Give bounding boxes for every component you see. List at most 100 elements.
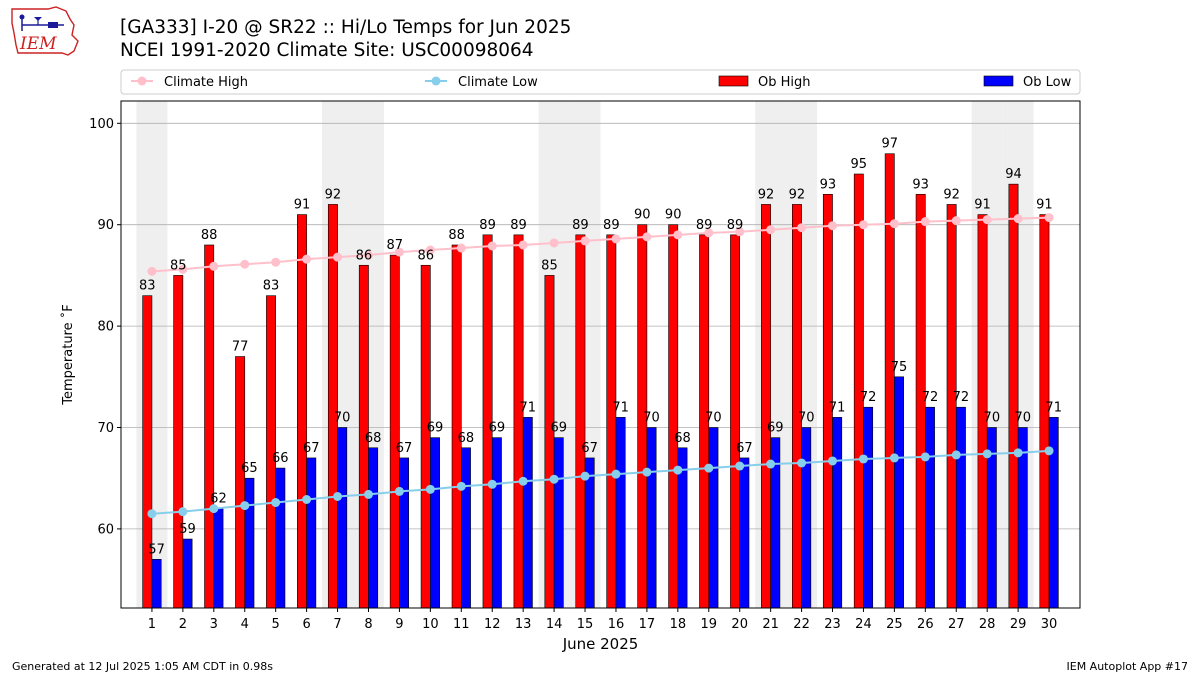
climate-high-point <box>363 250 373 260</box>
ob-high-value-label: 88 <box>448 228 465 243</box>
chart-subtitle: NCEI 1991-2020 Climate Site: USC00098064 <box>120 40 534 61</box>
ob-low-bar <box>244 477 255 609</box>
ob-high-bar <box>606 234 617 609</box>
y-tick-label: 60 <box>97 522 114 537</box>
climate-high-point <box>951 216 961 226</box>
climate-low-point <box>209 504 219 514</box>
ob-high-bar <box>1008 183 1019 609</box>
climate-low-point <box>982 449 992 459</box>
climate-high-point <box>920 217 930 227</box>
ob-low-value-label: 65 <box>241 461 258 476</box>
ob-high-value-label: 77 <box>232 340 249 355</box>
ob-low-value-label: 72 <box>922 390 939 405</box>
climate-high-point <box>642 232 652 242</box>
ob-high-bar <box>761 204 771 609</box>
ob-low-bar <box>708 427 719 609</box>
x-tick-label: 17 <box>639 617 656 632</box>
ob-high-value-label: 86 <box>356 248 373 263</box>
ob-high-value-label: 91 <box>1036 198 1053 213</box>
climate-high-point <box>889 219 899 229</box>
climate-high-point <box>704 228 714 238</box>
ob-high-value-label: 91 <box>974 198 991 213</box>
climate-high-line <box>151 216 1050 273</box>
climate-low-point <box>580 471 590 481</box>
ob-high-value-label: 89 <box>727 218 744 233</box>
ob-high-bar <box>946 204 957 609</box>
climate-high-point <box>735 227 745 237</box>
climate-high-point <box>1013 214 1023 224</box>
climate-high-point <box>1044 213 1054 223</box>
climate-low-point <box>704 463 714 473</box>
legend-climate-high: Climate High <box>131 75 248 90</box>
climate-low-line <box>151 449 1050 515</box>
ob-low-bar <box>151 559 162 609</box>
ob-high-value-label: 85 <box>541 258 558 273</box>
x-tick-label: 22 <box>793 617 810 632</box>
climate-low-point <box>302 495 312 505</box>
ob-high-value-label: 92 <box>758 187 775 202</box>
ob-high-value-label: 91 <box>294 198 311 213</box>
legend-bar-swatch <box>718 75 749 87</box>
chart-title: [GA333] I-20 @ SR22 :: Hi/Lo Temps for J… <box>120 17 572 38</box>
ob-high-value-label: 83 <box>139 279 156 294</box>
y-axis-label: Temperature ˚F <box>60 304 76 405</box>
ob-low-value-label: 68 <box>458 431 475 446</box>
ob-low-value-label: 70 <box>643 411 660 426</box>
ob-low-value-label: 67 <box>581 441 598 456</box>
ob-high-value-label: 97 <box>881 137 898 152</box>
ob-low-bar <box>863 406 874 609</box>
ob-low-bar <box>368 447 379 609</box>
x-tick-label: 24 <box>855 617 872 632</box>
climate-low-point <box>920 452 930 462</box>
ob-low-value-label: 71 <box>520 400 537 415</box>
ob-high-bar <box>420 264 431 609</box>
climate-high-point <box>394 247 404 257</box>
bar-value-labels: 83 85 88 77 83 91 92 86 87 86 88 89 89 85 89 89 90 90 89 89… <box>139 137 1062 558</box>
x-tick-label: 14 <box>546 617 563 632</box>
ob-high-value-label: 88 <box>201 228 218 243</box>
bars <box>142 153 1059 609</box>
x-tick-label: 9 <box>395 617 403 632</box>
ob-low-bar <box>337 427 348 609</box>
ob-low-bar <box>491 437 502 609</box>
climate-low-point <box>673 465 683 475</box>
ob-low-bar <box>646 427 657 609</box>
x-tick-label: 7 <box>333 617 341 632</box>
legend-marker-swatch <box>431 76 441 86</box>
climate-low-point <box>951 450 961 460</box>
ob-low-bar <box>522 417 533 609</box>
x-tick-label: 15 <box>577 617 594 632</box>
climate-low-point <box>766 459 776 469</box>
ob-high-value-label: 93 <box>912 177 929 192</box>
climate-low-point <box>858 454 868 464</box>
legend-ob-high: Ob High <box>718 75 811 90</box>
ob-high-bar <box>173 275 184 609</box>
ob-low-value-label: 71 <box>1045 400 1062 415</box>
climate-high-point <box>333 252 343 262</box>
ob-high-bar <box>730 234 741 609</box>
ob-low-value-label: 57 <box>148 542 165 557</box>
y-tick-label: 100 <box>89 117 114 132</box>
ob-high-bar <box>297 214 307 609</box>
ob-low-bar <box>306 457 317 609</box>
ob-low-bar <box>430 437 440 609</box>
legend: Climate High Climate Low Ob High Ob Low <box>120 69 1081 95</box>
ob-low-value-label: 75 <box>891 360 908 375</box>
x-tick-label: 28 <box>979 617 996 632</box>
x-tick-label: 2 <box>179 617 187 632</box>
ob-high-value-label: 92 <box>325 187 342 202</box>
ob-low-bar <box>832 417 843 609</box>
x-axis-label: June 2025 <box>562 635 639 653</box>
climate-low-point <box>333 491 343 501</box>
climate-high-point <box>425 245 435 255</box>
ob-high-value-label: 83 <box>263 279 280 294</box>
climate-high-point <box>209 261 219 271</box>
x-tick-label: 4 <box>241 617 249 632</box>
ob-high-value-label: 86 <box>417 248 434 263</box>
ob-low-value-label: 70 <box>705 411 722 426</box>
climate-low-point <box>889 453 899 463</box>
climate-high-point <box>147 266 157 276</box>
climate-low-point <box>642 467 652 477</box>
ob-low-bar <box>1048 417 1059 609</box>
